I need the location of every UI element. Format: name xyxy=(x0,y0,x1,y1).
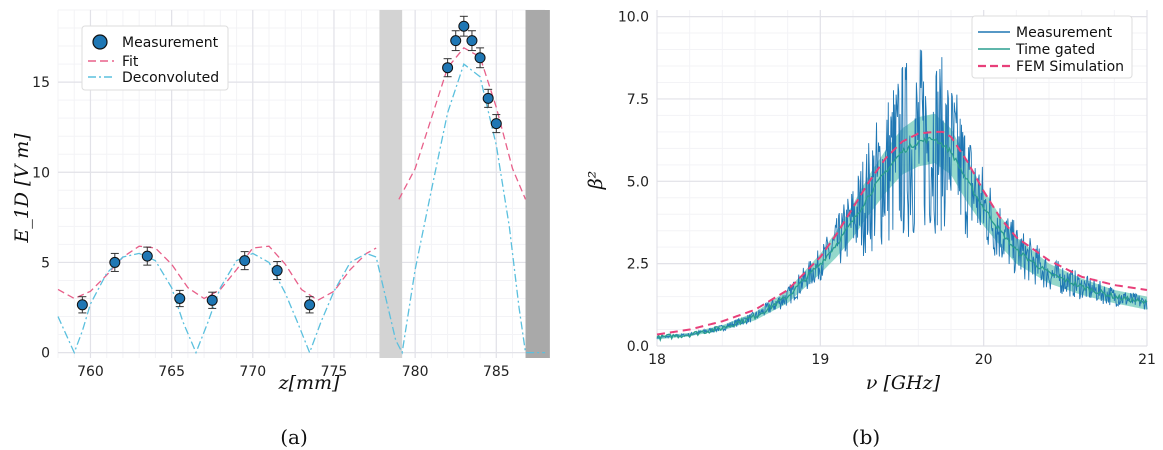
x-tick-label-b: 18 xyxy=(648,352,666,368)
legend-label-fem-b: FEM Simulation xyxy=(1016,59,1124,75)
y-axis-label-a: E_1D [V m] xyxy=(11,133,33,244)
time-gated-line-b xyxy=(656,136,1148,343)
measurement-point-a xyxy=(239,251,251,271)
caption-b: (b) xyxy=(852,425,880,449)
measurement-marker-a xyxy=(76,299,88,311)
measurement-marker-a xyxy=(450,35,462,47)
x-tick-label-a: 770 xyxy=(239,364,266,380)
measurement-marker-a xyxy=(109,256,121,268)
x-tick-labels-a: 760 765 770 775 780 785 xyxy=(77,364,510,380)
measurement-point-a xyxy=(174,289,186,308)
y-tick-label-b: 5.0 xyxy=(627,174,649,190)
x-axis-label-text-b: ν [GHz] xyxy=(866,372,941,394)
measurement-marker-a xyxy=(141,250,153,262)
y-tick-label-b: 0.0 xyxy=(627,339,649,355)
caption-a: (a) xyxy=(280,425,308,449)
legend-label-measurement-b: Measurement xyxy=(1016,25,1113,41)
measurement-point-a xyxy=(450,30,462,52)
x-tick-label-a: 775 xyxy=(321,364,348,380)
legend-marker-measurement-a xyxy=(92,34,108,50)
fit-line-a xyxy=(398,47,527,200)
x-axis-label-a: z[mm] xyxy=(278,372,340,394)
measurement-marker-a xyxy=(474,52,486,64)
shaded-regions-a xyxy=(379,10,550,358)
panel-b: 18 19 20 21 0.0 2.5 5.0 7.5 10.0 ν [GHz] β² Mea… xyxy=(585,10,1156,449)
measurement-point-a xyxy=(474,47,486,69)
measurement-point-a xyxy=(141,246,153,266)
x-tick-label-a: 765 xyxy=(158,364,185,380)
legend-label-time-gated-b: Time gated xyxy=(1015,42,1095,58)
x-tick-label-a: 785 xyxy=(483,364,510,380)
measurement-marker-a xyxy=(206,294,218,306)
fit-line-a xyxy=(57,245,377,302)
lines-a xyxy=(57,47,545,355)
measurement-point-a xyxy=(466,30,478,52)
x-tick-label-a: 780 xyxy=(402,364,429,380)
measurement-marker-a xyxy=(490,118,502,130)
x-tick-label-a: 760 xyxy=(77,364,104,380)
measurement-marker-a xyxy=(239,255,251,267)
panel-a: 760 765 770 775 780 785 0 5 10 15 z[mm] E_1D [V … xyxy=(11,9,550,449)
y-tick-label-a: 5 xyxy=(41,255,50,271)
y-tick-label-b: 10.0 xyxy=(618,10,649,26)
measurement-marker-a xyxy=(304,299,316,311)
measurement-point-a xyxy=(442,58,454,78)
y-tick-labels-a: 0 5 10 15 xyxy=(32,75,50,361)
legend-label-fit-a: Fit xyxy=(122,54,139,70)
measurement-marker-a xyxy=(174,292,186,304)
measurement-point-a xyxy=(76,296,88,314)
points-a xyxy=(76,15,502,314)
measurement-line-b xyxy=(656,49,1148,339)
legend-label-measurement-a: Measurement xyxy=(122,35,219,51)
legend-a: Measurement Fit Deconvoluted xyxy=(81,25,229,91)
shaded-region-a xyxy=(379,10,403,358)
y-axis-label-text-a: E_1D [V m] xyxy=(11,133,33,244)
fem-simulation-line-b xyxy=(656,130,1148,336)
measurement-marker-a xyxy=(271,265,283,277)
measurement-marker-a xyxy=(442,62,454,74)
measurement-point-a xyxy=(458,15,470,37)
measurement-point-a xyxy=(304,296,316,314)
measurement-point-a xyxy=(490,114,502,134)
measurement-point-a xyxy=(271,261,283,281)
legend-box-a xyxy=(81,25,229,91)
x-tick-label-b: 19 xyxy=(811,352,829,368)
y-tick-label-b: 2.5 xyxy=(627,257,649,273)
shaded-region-a xyxy=(525,10,550,358)
measurement-marker-a xyxy=(466,35,478,47)
measurement-point-a xyxy=(206,291,218,309)
measurement-point-a xyxy=(482,88,494,108)
x-tick-labels-b: 18 19 20 21 xyxy=(648,352,1156,368)
x-tick-label-b: 21 xyxy=(1138,352,1156,368)
legend-b: Measurement Time gated FEM Simulation xyxy=(971,15,1133,79)
x-axis-label-text-a: z[mm] xyxy=(278,372,340,394)
deconvoluted-line-a xyxy=(57,63,545,355)
y-tick-label-b: 7.5 xyxy=(627,92,649,108)
y-tick-label-a: 10 xyxy=(32,165,50,181)
y-tick-label-a: 0 xyxy=(41,346,50,362)
lines-b xyxy=(656,49,1148,343)
y-axis-label-text-b: β² xyxy=(585,171,607,191)
measurement-point-a xyxy=(109,252,121,272)
y-axis-label-b: β² xyxy=(585,171,607,191)
y-tick-labels-b: 0.0 2.5 5.0 7.5 10.0 xyxy=(618,10,649,355)
measurement-marker-a xyxy=(482,92,494,104)
legend-box-b xyxy=(971,15,1133,79)
x-axis-label-b: ν [GHz] xyxy=(866,372,941,394)
legend-label-deconvoluted-a: Deconvoluted xyxy=(122,70,219,86)
measurement-marker-a xyxy=(458,20,470,32)
y-tick-label-a: 15 xyxy=(32,75,50,91)
x-tick-label-b: 20 xyxy=(975,352,993,368)
